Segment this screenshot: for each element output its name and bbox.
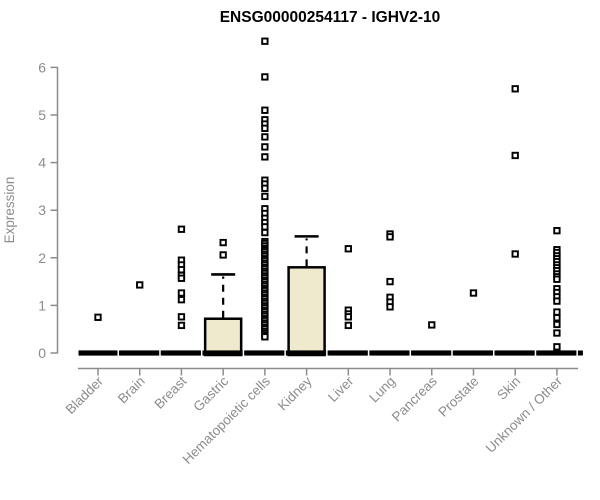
outlier-point xyxy=(136,281,144,289)
median-zero-bar xyxy=(412,350,452,356)
outlier-point xyxy=(261,143,269,151)
median-zero-bar xyxy=(537,350,577,356)
y-tick-label: 0 xyxy=(38,345,46,361)
outlier-point xyxy=(177,296,186,304)
y-tick-label: 6 xyxy=(38,59,46,75)
x-tick-label: Brain xyxy=(115,374,148,407)
outlier-point xyxy=(386,233,394,241)
outlier-point xyxy=(261,153,269,161)
y-axis-label: Expression xyxy=(2,177,17,244)
median-zero-bar xyxy=(370,350,410,356)
median-zero-bar xyxy=(328,350,368,356)
outlier-point xyxy=(511,250,519,258)
outlier-point xyxy=(261,124,269,132)
outlier-point xyxy=(553,320,561,329)
outlier-point xyxy=(261,333,269,341)
outlier-point xyxy=(219,251,227,259)
outlier-point xyxy=(177,225,186,233)
outlier-point xyxy=(553,329,561,337)
x-tick-label: Prostate xyxy=(435,374,481,420)
outlier-point xyxy=(553,227,561,235)
outlier-point xyxy=(386,303,394,311)
y-tick-label: 1 xyxy=(38,297,46,313)
outlier-point xyxy=(553,308,561,316)
outlier-point xyxy=(344,321,352,330)
outlier-point xyxy=(553,275,561,283)
median-zero-bar xyxy=(495,350,535,356)
outlier-point xyxy=(94,313,102,321)
outlier-point xyxy=(261,106,269,114)
outlier-point xyxy=(553,343,561,351)
outlier-point xyxy=(344,313,352,321)
outlier-point xyxy=(553,297,561,305)
box-and-point-marks xyxy=(78,37,583,357)
x-tick-label: Unknown / Other xyxy=(483,373,566,456)
y-tick-label: 3 xyxy=(38,202,46,218)
median-zero-bar xyxy=(161,350,201,356)
outlier-point xyxy=(177,266,186,274)
x-tick-label: Pancreas xyxy=(389,373,440,424)
outlier-point xyxy=(261,37,269,45)
x-tick-label: Gastric xyxy=(190,373,231,414)
outlier-point xyxy=(177,274,186,282)
box xyxy=(203,317,243,357)
x-tick-label: Breast xyxy=(151,373,189,411)
outlier-point xyxy=(261,223,269,231)
outlier-point xyxy=(511,85,519,93)
outlier-point xyxy=(261,133,269,141)
outlier-point xyxy=(511,151,519,160)
median-zero-bar xyxy=(120,350,160,356)
outlier-point xyxy=(428,321,436,329)
chart-title: ENSG00000254117 - IGHV2-10 xyxy=(220,9,441,26)
outlier-point xyxy=(553,314,561,322)
x-tick-label: Liver xyxy=(325,373,357,405)
outlier-point xyxy=(177,321,186,330)
outlier-point xyxy=(177,289,186,297)
outlier-point xyxy=(177,313,186,321)
outlier-point xyxy=(469,289,478,297)
outlier-point xyxy=(261,192,269,201)
median-zero-bar xyxy=(203,350,243,356)
x-tick-label: Skin xyxy=(494,374,523,403)
median-zero-bar xyxy=(453,350,493,356)
median-zero-bar xyxy=(287,350,327,356)
y-tick-label: 2 xyxy=(38,250,46,266)
outlier-point xyxy=(386,277,394,286)
zero-bar-knob xyxy=(577,350,583,356)
outlier-point xyxy=(261,184,269,192)
outlier-point xyxy=(344,245,352,253)
outlier-point xyxy=(261,228,269,237)
outlier-point xyxy=(219,238,227,247)
box xyxy=(287,266,326,357)
outlier-point xyxy=(261,73,269,81)
y-tick-label: 4 xyxy=(38,155,46,171)
x-tick-label: Lung xyxy=(366,374,398,406)
x-tick-label: Kidney xyxy=(275,373,315,413)
x-tick-label: Bladder xyxy=(63,373,107,417)
y-tick-label: 5 xyxy=(38,107,46,123)
median-zero-bar xyxy=(78,350,118,356)
median-zero-bar xyxy=(245,350,285,356)
